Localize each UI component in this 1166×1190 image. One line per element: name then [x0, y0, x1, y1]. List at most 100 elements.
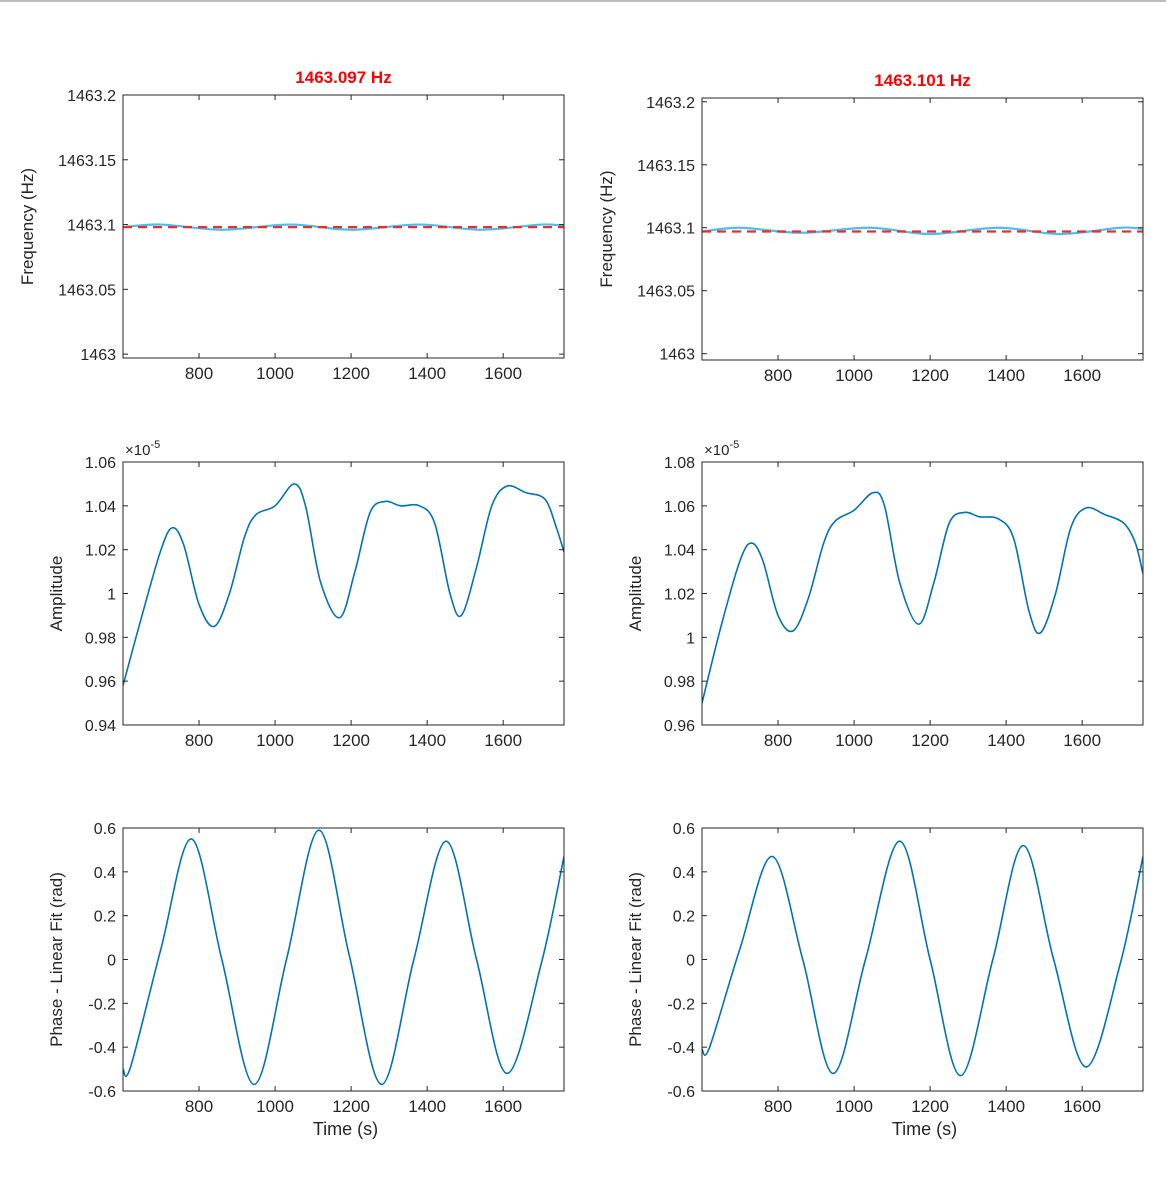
y-tick-label: 1463.2 [646, 95, 695, 112]
chart-title: 1463.097 Hz [295, 68, 391, 87]
y-tick-label: 1463.1 [67, 218, 116, 235]
y-tick-label: 0.94 [85, 718, 116, 735]
y-tick-label: 1463.1 [646, 221, 695, 238]
x-tick-label: 1400 [408, 1097, 446, 1116]
y-tick-label: 1463.2 [67, 88, 116, 105]
plot-area [702, 828, 1143, 1091]
y-tick-label: -0.4 [667, 1040, 695, 1057]
y-tick-label: 1 [107, 587, 116, 604]
x-tick-label: 1200 [332, 1097, 370, 1116]
plot-area [702, 98, 1143, 360]
y-tick-label: 1.04 [664, 543, 695, 560]
panel-amplitude-right: 800 1000 1200 1400 1600 0.96 0.98 1 1.02 1.04 1.06… [626, 439, 1144, 750]
x-tick-label: 800 [185, 1097, 213, 1116]
series-line-amplitude [702, 491, 1143, 704]
y-tick-label: 1463.05 [58, 282, 116, 299]
x-tick-label: 800 [185, 731, 213, 750]
data-layer [123, 223, 564, 231]
x-tick-label: 1400 [987, 731, 1025, 750]
panel-phase-left: 800 1000 1200 1400 1600 -0.6 -0.4 -0.2 0 0.2 0.4 0.… [47, 821, 565, 1139]
x-axis-label: Time (s) [313, 1119, 378, 1139]
y-tick-label: 0.6 [673, 821, 695, 838]
x-tick-label: 1200 [911, 366, 949, 385]
data-layer [702, 491, 1143, 704]
y-tick-label: 1.04 [85, 499, 116, 516]
y-exponent-label: ×10-5 [125, 439, 160, 459]
y-tick-label: 0.2 [94, 909, 116, 926]
data-layer [123, 483, 564, 686]
x-tick-label: 1200 [911, 731, 949, 750]
y-axis-label: Amplitude [626, 556, 645, 632]
x-tick-label: 1000 [835, 731, 873, 750]
y-tick-label: 1.08 [664, 455, 695, 472]
x-tick-label: 1600 [484, 731, 522, 750]
x-tick-label: 1600 [484, 364, 522, 383]
data-layer [702, 226, 1143, 236]
x-tick-label: 1400 [408, 731, 446, 750]
y-tick-label: -0.6 [667, 1084, 695, 1101]
panel-frequency-right: 800 1000 1200 1400 1600 1463 1463.05 1463.1 1463… [597, 71, 1144, 385]
y-tick-label: -0.2 [667, 996, 695, 1013]
y-tick-label: 0.4 [673, 865, 695, 882]
x-tick-label: 1400 [408, 364, 446, 383]
y-exponent-label: ×10-5 [704, 439, 739, 459]
y-tick-label: -0.2 [88, 996, 116, 1013]
y-tick-label: -0.4 [88, 1040, 116, 1057]
y-tick-label: 1463.05 [637, 284, 695, 301]
y-axis-label: Phase - Linear Fit (rad) [47, 872, 66, 1047]
y-tick-label: 0.2 [673, 909, 695, 926]
x-axis-label: Time (s) [892, 1119, 957, 1139]
axes-box [122, 94, 565, 359]
x-tick-label: 1200 [332, 364, 370, 383]
plot-area [702, 462, 1143, 725]
y-tick-label: 1.02 [85, 543, 116, 560]
y-tick-label: 0.98 [85, 630, 116, 647]
series-line-amplitude [123, 483, 564, 686]
y-tick-label: 1.06 [85, 455, 116, 472]
axes-box [701, 97, 1144, 361]
x-tick-label: 1000 [256, 364, 294, 383]
x-tick-label: 800 [764, 1097, 792, 1116]
y-tick-label: 1.02 [664, 587, 695, 604]
x-tick-label: 800 [185, 364, 213, 383]
y-tick-label: 1 [686, 630, 695, 647]
y-axis-label: Frequency (Hz) [18, 168, 37, 285]
x-tick-label: 1400 [987, 366, 1025, 385]
x-tick-label: 1000 [835, 366, 873, 385]
y-tick-label: -0.6 [88, 1084, 116, 1101]
window-top-border [0, 0, 1166, 2]
panel-frequency-left: 800 1000 1200 1400 1600 1463 1463.05 1463.1 1463… [18, 68, 565, 383]
y-tick-label: 0 [686, 953, 695, 970]
x-tick-label: 1000 [256, 731, 294, 750]
series-line-phase [702, 840, 1143, 1077]
y-tick-label: 1463.15 [58, 153, 116, 170]
x-tick-label: 1200 [911, 1097, 949, 1116]
data-layer [123, 829, 564, 1086]
series-line-frequency [123, 223, 564, 231]
y-tick-label: 0.96 [664, 718, 695, 735]
series-line-frequency [702, 226, 1143, 236]
x-tick-label: 1600 [1063, 731, 1101, 750]
y-tick-label: 0.96 [85, 674, 116, 691]
y-tick-label: 1463 [80, 347, 116, 364]
y-tick-label: 1463 [659, 347, 695, 364]
y-tick-label: 0.6 [94, 821, 116, 838]
x-tick-label: 800 [764, 366, 792, 385]
y-tick-label: 1.06 [664, 499, 695, 516]
panel-amplitude-left: 800 1000 1200 1400 1600 0.94 0.96 0.98 1 1.02 1.04… [47, 439, 565, 750]
data-layer [702, 840, 1143, 1077]
x-tick-label: 1600 [1063, 366, 1101, 385]
chart-title: 1463.101 Hz [874, 71, 970, 90]
y-tick-label: 0.4 [94, 865, 116, 882]
x-tick-label: 800 [764, 731, 792, 750]
y-axis-label: Amplitude [47, 556, 66, 632]
x-tick-label: 1000 [835, 1097, 873, 1116]
x-tick-label: 1600 [484, 1097, 522, 1116]
series-line-phase [123, 829, 564, 1086]
x-tick-label: 1600 [1063, 1097, 1101, 1116]
y-axis-label: Frequency (Hz) [597, 170, 616, 287]
y-tick-label: 1463.15 [637, 158, 695, 175]
y-tick-label: 0 [107, 953, 116, 970]
y-tick-label: 0.98 [664, 674, 695, 691]
